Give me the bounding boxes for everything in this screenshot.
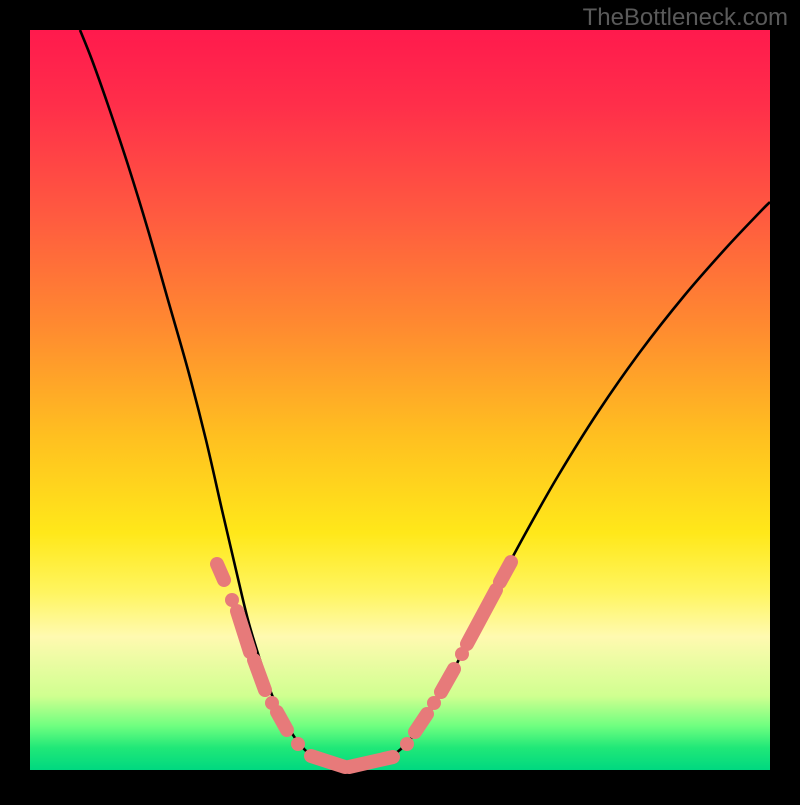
curve-marker-stadium [349, 757, 393, 767]
curve-marker-stadium [500, 562, 511, 582]
plot-area [30, 30, 770, 770]
curve-marker-dot [291, 737, 305, 751]
curve-marker-stadium [415, 714, 427, 732]
chart-container: TheBottleneck.com [0, 0, 800, 800]
chart-svg [0, 0, 800, 800]
curve-marker-stadium [217, 564, 224, 580]
curve-marker-dot [400, 737, 414, 751]
watermark-text: TheBottleneck.com [583, 4, 788, 32]
curve-marker-stadium [277, 712, 287, 730]
